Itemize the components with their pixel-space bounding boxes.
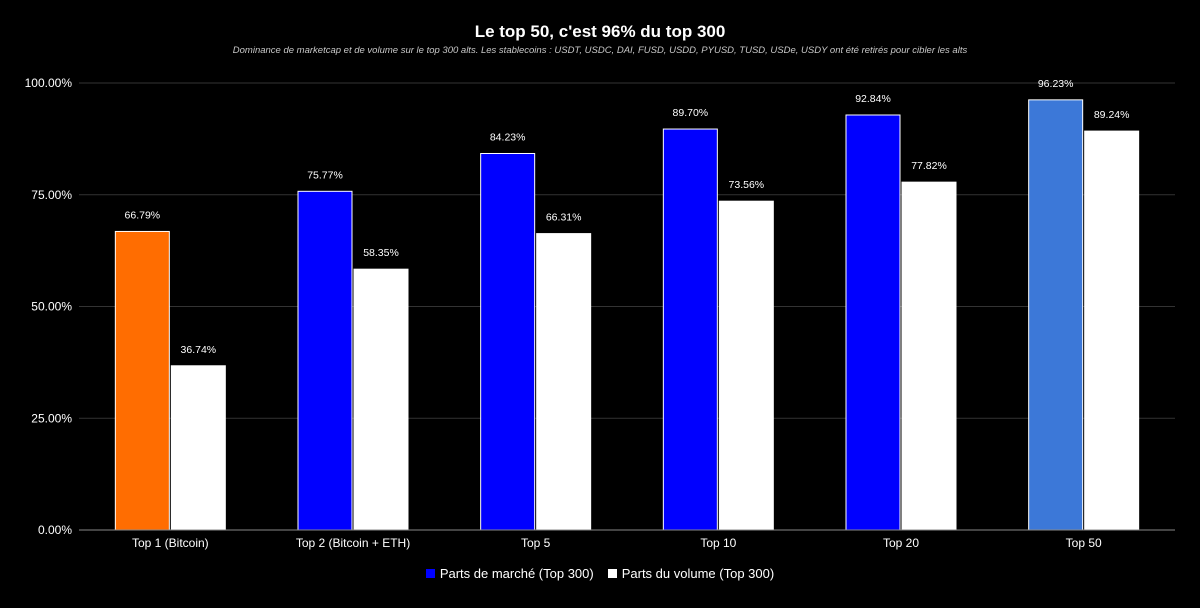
data-label: 36.74% [181,344,217,356]
bar-market-share [297,190,353,531]
x-tick-label: Top 1 (Bitcoin) [132,536,209,550]
y-tick-label: 50.00% [31,300,72,314]
bar-volume-share [536,233,592,531]
y-tick-label: 0.00% [38,523,72,537]
bar-market-share [845,114,901,531]
data-label: 96.23% [1038,78,1074,90]
legend-label-market-share: Parts de marché (Top 300) [439,566,594,581]
bar-market-share [114,230,170,531]
legend-swatch-volume-share [607,569,617,578]
data-label: 66.79% [125,209,161,221]
x-tick-label: Top 10 [700,536,736,550]
bar-market-share [662,128,718,531]
data-label: 89.24% [1094,109,1130,121]
bar-market-share [1028,99,1084,531]
bar-volume-share [353,268,409,531]
data-label: 92.84% [855,93,891,105]
data-label: 84.23% [490,131,526,143]
bar-volume-share [901,181,957,531]
y-tick-label: 100.00% [25,76,73,90]
legend-item-market-share: Parts de marché (Top 300) [425,566,594,581]
data-label: 66.31% [546,212,582,224]
y-tick-label: 25.00% [31,411,72,425]
data-label: 75.77% [307,169,343,181]
chart-legend: Parts de marché (Top 300) Parts du volum… [0,566,1200,581]
bar-volume-share [718,200,774,531]
x-tick-label: Top 2 (Bitcoin + ETH) [296,536,410,550]
bar-volume-share [170,365,226,531]
x-tick-label: Top 20 [883,536,919,550]
bar-volume-share [1084,130,1140,531]
legend-swatch-market-share [425,569,435,578]
x-tick-label: Top 50 [1066,536,1102,550]
data-label: 89.70% [673,107,709,119]
chart-title: Le top 50, c'est 96% du top 300 [474,22,726,41]
x-tick-label: Top 5 [521,536,551,550]
legend-item-volume-share: Parts du volume (Top 300) [607,566,775,581]
bar-market-share [480,152,536,531]
legend-label-volume-share: Parts du volume (Top 300) [621,566,775,581]
y-tick-label: 75.00% [31,188,72,202]
chart-subtitle: Dominance de marketcap et de volume sur … [232,45,968,56]
data-label: 73.56% [729,179,765,191]
data-label: 77.82% [911,160,947,172]
data-label: 58.35% [363,247,399,259]
